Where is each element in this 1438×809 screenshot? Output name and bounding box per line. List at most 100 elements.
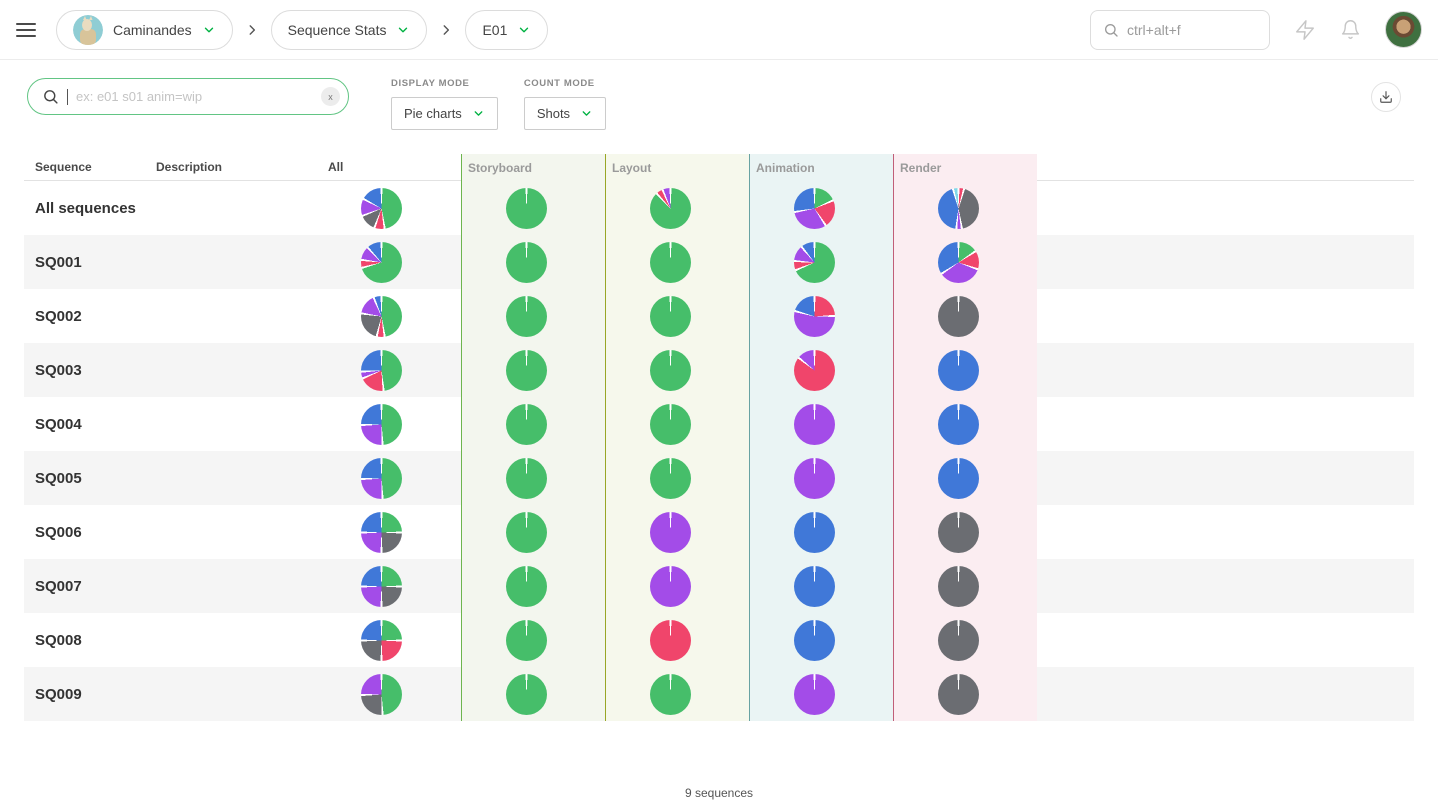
- sequence-cell: SQ008: [24, 613, 156, 667]
- pie-chart-render: [938, 457, 979, 499]
- description-cell: [156, 289, 328, 343]
- top-bar: Caminandes Sequence Stats E01 ctrl+alt+f: [0, 0, 1438, 60]
- sequence-search-placeholder: ex: e01 s01 anim=wip: [76, 89, 203, 104]
- render-stats-cell: [893, 181, 1037, 235]
- sequence-cell: SQ003: [24, 343, 156, 397]
- display-mode-label: DISPLAY MODE: [391, 78, 470, 89]
- description-cell: [156, 613, 328, 667]
- section-name: Sequence Stats: [287, 21, 387, 38]
- clear-search-button[interactable]: x: [321, 87, 340, 106]
- search-icon: [44, 90, 58, 104]
- sequence-name[interactable]: SQ002: [35, 307, 82, 325]
- pie-chart-animation: [794, 511, 835, 553]
- sequence-name[interactable]: SQ005: [35, 469, 82, 487]
- pie-chart-render: [938, 673, 979, 715]
- description-cell: [156, 559, 328, 613]
- episode-selector[interactable]: E01: [465, 9, 549, 50]
- animation-stats-cell: [749, 505, 893, 559]
- pie-chart-render: [938, 511, 979, 553]
- pie-chart-storyboard: [506, 457, 547, 499]
- count-mode-value: Shots: [536, 106, 571, 121]
- column-header-all: All: [328, 154, 461, 181]
- sequence-name[interactable]: SQ009: [35, 685, 82, 703]
- layout-stats-cell: [605, 343, 749, 397]
- description-cell: [156, 397, 328, 451]
- column-header-render: Render: [893, 154, 1037, 181]
- row-filler: [1037, 235, 1414, 289]
- pie-chart-storyboard: [506, 403, 547, 445]
- layout-stats-cell: [605, 397, 749, 451]
- description-cell: [156, 343, 328, 397]
- user-avatar[interactable]: [1385, 11, 1422, 48]
- pie-chart-storyboard: [506, 241, 547, 283]
- sequence-name[interactable]: SQ007: [35, 577, 82, 595]
- render-stats-cell: [893, 505, 1037, 559]
- pie-chart-animation: [794, 457, 835, 499]
- pie-chart-render: [938, 187, 979, 229]
- pie-chart-storyboard: [506, 295, 547, 337]
- pie-chart-render: [938, 403, 979, 445]
- notifications-bell-icon[interactable]: [1340, 19, 1361, 40]
- pie-chart-all: [361, 187, 402, 229]
- sequence-name[interactable]: All sequences: [35, 199, 136, 217]
- render-stats-cell: [893, 451, 1037, 505]
- description-cell: [156, 451, 328, 505]
- layout-stats-cell: [605, 451, 749, 505]
- sequence-row: SQ004: [24, 397, 1414, 451]
- sequence-cell: SQ006: [24, 505, 156, 559]
- pie-chart-animation: [794, 619, 835, 661]
- shortcuts-zap-icon[interactable]: [1294, 19, 1316, 41]
- column-header-layout: Layout: [605, 154, 749, 181]
- layout-stats-cell: [605, 613, 749, 667]
- pie-chart-storyboard: [506, 565, 547, 607]
- export-download-button[interactable]: [1371, 82, 1401, 112]
- global-search-input[interactable]: ctrl+alt+f: [1090, 9, 1270, 50]
- row-filler: [1037, 505, 1414, 559]
- pie-chart-render: [938, 349, 979, 391]
- pie-chart-render: [938, 295, 979, 337]
- pie-chart-all: [361, 619, 402, 661]
- animation-stats-cell: [749, 613, 893, 667]
- sequence-search-input[interactable]: ex: e01 s01 anim=wip x: [27, 78, 349, 115]
- storyboard-stats-cell: [461, 397, 605, 451]
- pie-chart-storyboard: [506, 187, 547, 229]
- pie-chart-layout: [650, 673, 691, 715]
- pie-chart-animation: [794, 673, 835, 715]
- all-stats-cell: [328, 343, 461, 397]
- column-header-storyboard: Storyboard: [461, 154, 605, 181]
- sequence-name[interactable]: SQ003: [35, 361, 82, 379]
- menu-icon[interactable]: [16, 22, 36, 37]
- chevron-down-icon: [204, 27, 213, 32]
- column-header-sequence: Sequence: [24, 154, 156, 181]
- project-avatar: [73, 14, 103, 45]
- pie-chart-layout: [650, 295, 691, 337]
- sequence-name[interactable]: SQ001: [35, 253, 82, 271]
- pie-chart-layout: [650, 187, 691, 229]
- pie-chart-all: [361, 457, 402, 499]
- render-stats-cell: [893, 667, 1037, 721]
- display-mode-select[interactable]: Pie charts: [391, 97, 498, 130]
- sequence-row: SQ008: [24, 613, 1414, 667]
- display-mode-value: Pie charts: [404, 106, 462, 121]
- sequence-name[interactable]: SQ004: [35, 415, 82, 433]
- render-stats-cell: [893, 397, 1037, 451]
- animation-stats-cell: [749, 181, 893, 235]
- pie-chart-render: [938, 565, 979, 607]
- section-selector[interactable]: Sequence Stats: [270, 9, 428, 50]
- episode-name: E01: [482, 21, 508, 38]
- sequence-cell: SQ007: [24, 559, 156, 613]
- render-stats-cell: [893, 343, 1037, 397]
- storyboard-stats-cell: [461, 235, 605, 289]
- sequence-name[interactable]: SQ008: [35, 631, 82, 649]
- count-mode-block: COUNT MODE Shots: [523, 78, 607, 130]
- filter-bar: ex: e01 s01 anim=wip x DISPLAY MODE Pie …: [0, 60, 1438, 140]
- pie-chart-storyboard: [506, 619, 547, 661]
- project-selector[interactable]: Caminandes: [56, 9, 233, 50]
- count-mode-select[interactable]: Shots: [523, 97, 607, 130]
- global-search-placeholder: ctrl+alt+f: [1127, 21, 1181, 38]
- row-filler: [1037, 451, 1414, 505]
- pie-chart-layout: [650, 457, 691, 499]
- storyboard-stats-cell: [461, 667, 605, 721]
- sequence-name[interactable]: SQ006: [35, 523, 82, 541]
- chevron-down-icon: [399, 27, 408, 32]
